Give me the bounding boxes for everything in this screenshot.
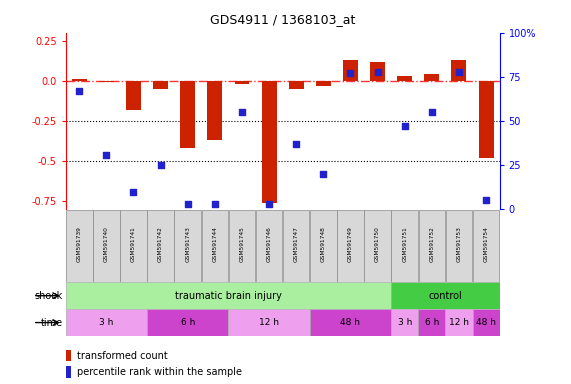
Text: GSM591752: GSM591752 — [429, 226, 435, 262]
FancyBboxPatch shape — [228, 210, 255, 281]
Text: GSM591754: GSM591754 — [484, 226, 489, 262]
FancyBboxPatch shape — [174, 210, 201, 281]
Bar — [391, 309, 418, 336]
Bar — [72, 79, 87, 81]
Text: percentile rank within the sample: percentile rank within the sample — [77, 367, 242, 377]
Text: transformed count: transformed count — [77, 351, 167, 361]
Point — [400, 123, 409, 129]
Bar — [147, 309, 228, 336]
Bar — [452, 60, 467, 81]
Bar — [478, 81, 493, 158]
Text: 12 h: 12 h — [449, 318, 469, 327]
Bar — [370, 61, 385, 81]
Point — [183, 201, 192, 207]
Text: GSM591751: GSM591751 — [402, 227, 407, 262]
Point — [292, 141, 301, 147]
Text: GSM591749: GSM591749 — [348, 226, 353, 262]
Text: GSM591741: GSM591741 — [131, 227, 136, 262]
FancyBboxPatch shape — [147, 210, 174, 281]
Point — [346, 70, 355, 76]
Point — [481, 197, 490, 204]
Bar — [391, 282, 500, 309]
FancyBboxPatch shape — [364, 210, 391, 281]
FancyBboxPatch shape — [256, 210, 283, 281]
Bar — [180, 81, 195, 148]
Text: GSM591748: GSM591748 — [321, 226, 326, 262]
Text: GSM591742: GSM591742 — [158, 226, 163, 262]
Bar — [66, 350, 71, 361]
Point — [210, 201, 219, 207]
Bar — [228, 309, 309, 336]
Text: GDS4911 / 1368103_at: GDS4911 / 1368103_at — [210, 13, 355, 26]
Bar — [343, 60, 358, 81]
Text: shock: shock — [35, 291, 63, 301]
Text: GSM591744: GSM591744 — [212, 226, 218, 262]
Bar — [289, 81, 304, 89]
Bar — [207, 81, 222, 140]
Bar — [424, 74, 439, 81]
Bar — [316, 81, 331, 86]
FancyBboxPatch shape — [283, 210, 309, 281]
Bar — [418, 309, 445, 336]
Text: traumatic brain injury: traumatic brain injury — [175, 291, 282, 301]
FancyBboxPatch shape — [310, 210, 337, 281]
FancyBboxPatch shape — [337, 210, 364, 281]
Text: GSM591740: GSM591740 — [104, 226, 109, 262]
Text: time: time — [41, 318, 63, 328]
FancyBboxPatch shape — [419, 210, 445, 281]
Text: GSM591739: GSM591739 — [77, 226, 82, 262]
Text: 6 h: 6 h — [425, 318, 439, 327]
Text: 12 h: 12 h — [259, 318, 279, 327]
Text: 3 h: 3 h — [99, 318, 114, 327]
Point — [264, 201, 274, 207]
FancyBboxPatch shape — [445, 210, 472, 281]
Point — [102, 151, 111, 157]
FancyBboxPatch shape — [120, 210, 147, 281]
Text: GSM591747: GSM591747 — [293, 226, 299, 262]
Point — [75, 88, 84, 94]
Point — [427, 109, 436, 115]
Point — [455, 68, 464, 74]
Bar — [126, 81, 141, 110]
Bar — [445, 309, 473, 336]
Text: GSM591750: GSM591750 — [375, 226, 380, 262]
Bar — [309, 309, 391, 336]
Bar — [66, 282, 391, 309]
Bar — [66, 366, 71, 377]
Text: 3 h: 3 h — [397, 318, 412, 327]
Point — [156, 162, 165, 168]
FancyBboxPatch shape — [473, 210, 500, 281]
Text: GSM591743: GSM591743 — [185, 226, 190, 262]
Text: control: control — [428, 291, 463, 301]
Bar — [473, 309, 500, 336]
FancyBboxPatch shape — [93, 210, 120, 281]
Bar — [235, 81, 250, 84]
Point — [238, 109, 247, 115]
Text: GSM591746: GSM591746 — [267, 227, 272, 262]
Bar — [66, 309, 147, 336]
Point — [373, 68, 382, 74]
Bar — [397, 76, 412, 81]
Text: 48 h: 48 h — [340, 318, 360, 327]
Text: 6 h: 6 h — [180, 318, 195, 327]
FancyBboxPatch shape — [202, 210, 228, 281]
Text: 48 h: 48 h — [476, 318, 496, 327]
Bar — [262, 81, 276, 203]
Bar — [99, 81, 114, 83]
Text: GSM591745: GSM591745 — [239, 226, 244, 262]
Point — [129, 189, 138, 195]
Bar — [153, 81, 168, 89]
FancyBboxPatch shape — [66, 210, 93, 281]
FancyBboxPatch shape — [391, 210, 418, 281]
Text: GSM591753: GSM591753 — [456, 226, 461, 262]
Point — [319, 171, 328, 177]
